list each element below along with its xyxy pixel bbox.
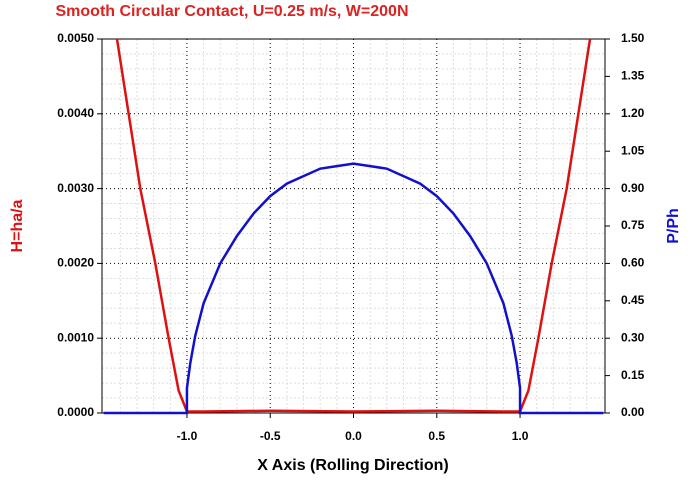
y2-axis-label: P/Ph xyxy=(665,208,682,244)
y2-tick-label: 0.90 xyxy=(621,181,645,195)
x-axis-label: X Axis (Rolling Direction) xyxy=(257,457,448,474)
y2-tick-label: 1.35 xyxy=(621,69,645,83)
y2-tick-label: 1.50 xyxy=(621,31,645,45)
y-tick-label: 0.0000 xyxy=(57,405,94,419)
x-tick-label: -0.5 xyxy=(260,429,281,443)
x-tick-label: 1.0 xyxy=(512,429,529,443)
x-tick-label: 0.5 xyxy=(428,429,445,443)
y2-tick-label: 1.20 xyxy=(621,106,645,120)
y2-tick-label: 0.00 xyxy=(621,405,645,419)
y-tick-label: 0.0030 xyxy=(57,181,94,195)
y2-tick-label: 0.60 xyxy=(621,256,645,270)
chart-title: Smooth Circular Contact, U=0.25 m/s, W=2… xyxy=(56,3,409,20)
y-tick-label: 0.0040 xyxy=(57,106,94,120)
y-tick-label: 0.0020 xyxy=(57,256,94,270)
x-tick-label: -1.0 xyxy=(177,429,198,443)
x-tick-label: 0.0 xyxy=(345,429,362,443)
y2-tick-label: 0.75 xyxy=(621,218,645,232)
data-line xyxy=(103,162,604,415)
y-tick-label: 0.0050 xyxy=(57,31,94,45)
plot-frame xyxy=(101,38,606,414)
data-line xyxy=(115,38,592,413)
y2-tick-label: 1.05 xyxy=(621,143,645,157)
y2-tick-label: 0.30 xyxy=(621,330,645,344)
y2-tick-label: 0.15 xyxy=(621,368,645,382)
y-axis-label: H=ha/a xyxy=(9,199,26,252)
y-tick-label: 0.0010 xyxy=(57,330,94,344)
y2-tick-label: 0.45 xyxy=(621,293,645,307)
